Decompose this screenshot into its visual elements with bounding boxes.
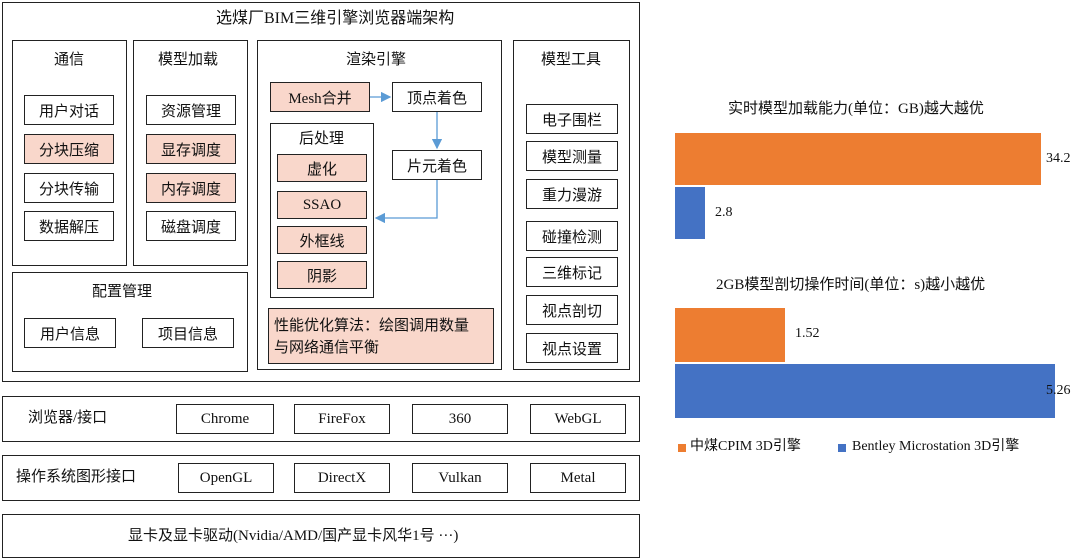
os-item: Metal	[530, 463, 626, 493]
comm-item: 分块传输	[24, 173, 114, 203]
model-load-item: 显存调度	[146, 134, 236, 164]
chart2-bar-bentley	[675, 364, 1055, 418]
tools-title: 模型工具	[541, 52, 602, 68]
arrow-fragment-to-post	[374, 180, 438, 224]
perf-optimization-box: 性能优化算法：绘图调用数量 与网络通信平衡	[268, 308, 494, 364]
chart2-bar-cpim	[675, 308, 785, 362]
model-load-item: 磁盘调度	[146, 211, 236, 241]
chart1-bar-cpim	[675, 133, 1041, 185]
os-item: DirectX	[294, 463, 390, 493]
post-process-item: 阴影	[277, 261, 367, 289]
gpu-row	[2, 514, 640, 558]
chart2-label-bentley: 5.26	[1046, 383, 1071, 398]
chart1-label-bentley: 2.8	[715, 205, 733, 220]
os-label: 操作系统图形接口	[16, 469, 137, 485]
browser-item: Chrome	[176, 404, 274, 434]
post-process-title: 后处理	[299, 131, 345, 147]
os-item: OpenGL	[178, 463, 274, 493]
post-process-item: 外框线	[277, 226, 367, 254]
config-item: 项目信息	[142, 318, 234, 348]
tools-item: 重力漫游	[526, 179, 618, 209]
model-load-item: 资源管理	[146, 95, 236, 125]
chart1-title: 实时模型加载能力(单位：GB)越大越优	[728, 101, 984, 117]
os-item: Vulkan	[412, 463, 508, 493]
comm-title: 通信	[54, 52, 85, 68]
comm-item: 数据解压	[24, 211, 114, 241]
browser-item: WebGL	[530, 404, 626, 434]
browser-item: 360	[412, 404, 508, 434]
comm-item: 用户对话	[24, 95, 114, 125]
mesh-merge-box: Mesh合并	[270, 82, 370, 112]
tools-item: 视点设置	[526, 333, 618, 363]
legend-label-cpim: 中煤CPIM 3D引擎	[690, 439, 801, 454]
architecture-title: 选煤厂BIM三维引擎浏览器端架构	[216, 10, 455, 27]
tools-item: 碰撞检测	[526, 221, 618, 251]
post-process-item: SSAO	[277, 191, 367, 219]
tools-item: 视点剖切	[526, 295, 618, 325]
tools-item: 模型测量	[526, 141, 618, 171]
legend-label-bentley: Bentley Microstation 3D引擎	[852, 439, 1020, 454]
tools-item: 电子围栏	[526, 104, 618, 134]
render-title: 渲染引擎	[346, 52, 407, 68]
fragment-shading-box: 片元着色	[392, 150, 482, 180]
legend-swatch-cpim	[678, 444, 686, 452]
comm-item: 分块压缩	[24, 134, 114, 164]
chart2-title: 2GB模型剖切操作时间(单位：s)越小越优	[716, 277, 986, 293]
model-load-item: 内存调度	[146, 173, 236, 203]
tools-item: 三维标记	[526, 257, 618, 287]
vertex-shading-box: 顶点着色	[392, 82, 482, 112]
legend-swatch-bentley	[838, 444, 846, 452]
chart1-label-cpim: 34.2	[1046, 151, 1071, 166]
chart1-bar-bentley	[675, 187, 705, 239]
browser-item: FireFox	[294, 404, 390, 434]
config-item: 用户信息	[24, 318, 116, 348]
post-process-item: 虚化	[277, 154, 367, 182]
chart2-label-cpim: 1.52	[795, 326, 820, 341]
perf-line-1: 性能优化算法：绘图调用数量	[274, 318, 470, 334]
perf-line-2: 与网络通信平衡	[274, 340, 380, 356]
gpu-label: 显卡及显卡驱动(Nvidia/AMD/国产显卡风华1号 ···)	[128, 528, 459, 544]
model-load-title: 模型加载	[158, 52, 219, 68]
browser-label: 浏览器/接口	[28, 410, 108, 426]
config-title: 配置管理	[92, 284, 153, 300]
